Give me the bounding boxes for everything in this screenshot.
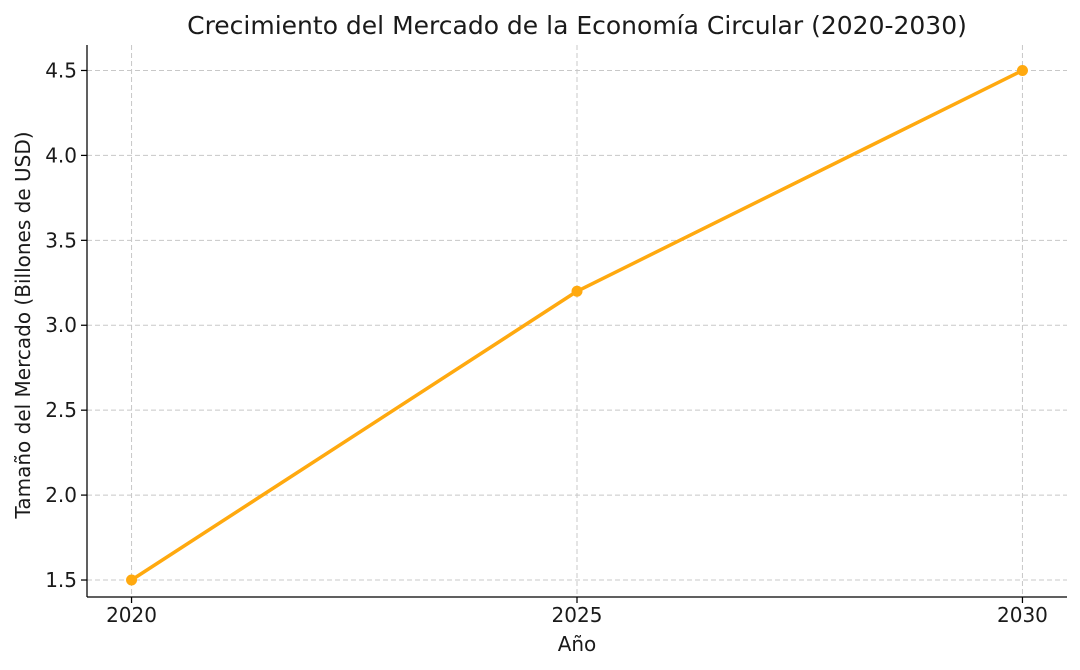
grid-lines — [87, 45, 1067, 597]
y-tick-label: 4.5 — [45, 58, 77, 82]
x-tick-label: 2020 — [106, 603, 157, 627]
y-tick-label: 4.0 — [45, 143, 77, 167]
chart-title: Crecimiento del Mercado de la Economía C… — [187, 11, 967, 40]
x-tick-label: 2025 — [552, 603, 603, 627]
axis-ticks: 1.5 2.0 2.5 3.0 3.5 4.0 4.5 2020 2025 2030 — [45, 58, 1048, 627]
data-point — [571, 285, 583, 297]
y-tick-label: 2.5 — [45, 398, 77, 422]
y-tick-label: 3.5 — [45, 228, 77, 252]
y-tick-label: 3.0 — [45, 313, 77, 337]
series-layer — [126, 64, 1028, 586]
data-point — [126, 574, 138, 586]
y-axis-label: Tamaño del Mercado (Billones de USD) — [11, 131, 35, 519]
data-point — [1016, 64, 1028, 76]
x-axis-label: Año — [558, 632, 597, 656]
y-tick-label: 1.5 — [45, 568, 77, 592]
x-tick-label: 2030 — [997, 603, 1048, 627]
y-tick-label: 2.0 — [45, 483, 77, 507]
